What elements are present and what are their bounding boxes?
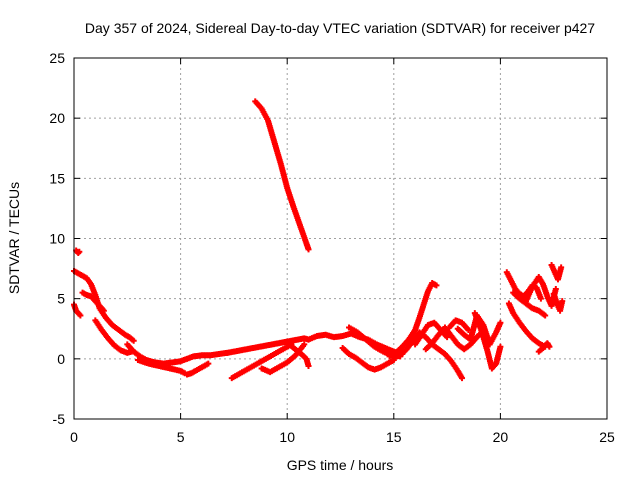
data-point (559, 298, 566, 305)
y-axis-label: SDTVAR / TECUs (6, 182, 22, 294)
data-point (546, 343, 553, 350)
data-point (433, 282, 440, 289)
series-arc-q (386, 280, 440, 360)
y-tick-label: 10 (49, 231, 65, 247)
data-point (552, 286, 559, 293)
series-arc-k (258, 341, 308, 376)
data-point (305, 363, 312, 370)
x-tick-label: 5 (177, 429, 185, 445)
series-arc-ac (550, 290, 566, 314)
series-arc-h (183, 360, 212, 378)
series-arc-ab (548, 261, 565, 283)
x-tick-label: 25 (599, 429, 615, 445)
data-point (537, 295, 544, 302)
series-arc-e (92, 317, 135, 356)
data-point (497, 319, 504, 326)
series-arc-y (505, 300, 549, 350)
y-tick-label: 0 (57, 351, 65, 367)
series-arc-ad (535, 340, 553, 355)
chart-title: Day 357 of 2024, Sidereal Day-to-day VTE… (85, 20, 595, 36)
data-point (130, 337, 137, 344)
series-arc-o (339, 345, 397, 373)
series-arc-g (134, 357, 188, 377)
y-tick-label: 15 (49, 170, 65, 186)
series-arc-v (471, 310, 504, 372)
y-tick-label: 25 (49, 50, 65, 66)
series-arc-l (284, 338, 312, 370)
y-tick-label: 5 (57, 291, 65, 307)
x-tick-label: 0 (70, 429, 78, 445)
series-arc-t (422, 324, 483, 353)
data-point (497, 343, 504, 350)
data-point (444, 334, 451, 341)
grid-lines (74, 58, 607, 419)
data-points (71, 98, 566, 382)
y-tick-label: -5 (53, 411, 66, 427)
x-axis-label: GPS time / hours (287, 457, 394, 473)
data-point (301, 341, 308, 348)
data-point (205, 360, 212, 367)
y-tick-label: 20 (49, 110, 65, 126)
x-tick-label: 20 (493, 429, 509, 445)
series-arc-r (390, 329, 466, 382)
data-point (542, 312, 549, 319)
series-arc-i (224, 335, 312, 356)
data-point (465, 326, 472, 333)
data-point (558, 264, 565, 271)
data-point (305, 246, 312, 253)
data-point (76, 248, 83, 255)
x-tick-label: 10 (279, 429, 295, 445)
series-arc-w (446, 317, 472, 333)
series-arc-m (252, 98, 312, 253)
x-tick-label: 15 (386, 429, 402, 445)
data-point (77, 312, 84, 319)
series-arc-d (79, 289, 107, 314)
series-arc-j (228, 341, 295, 382)
data-point (459, 375, 466, 382)
data-point (100, 307, 107, 314)
